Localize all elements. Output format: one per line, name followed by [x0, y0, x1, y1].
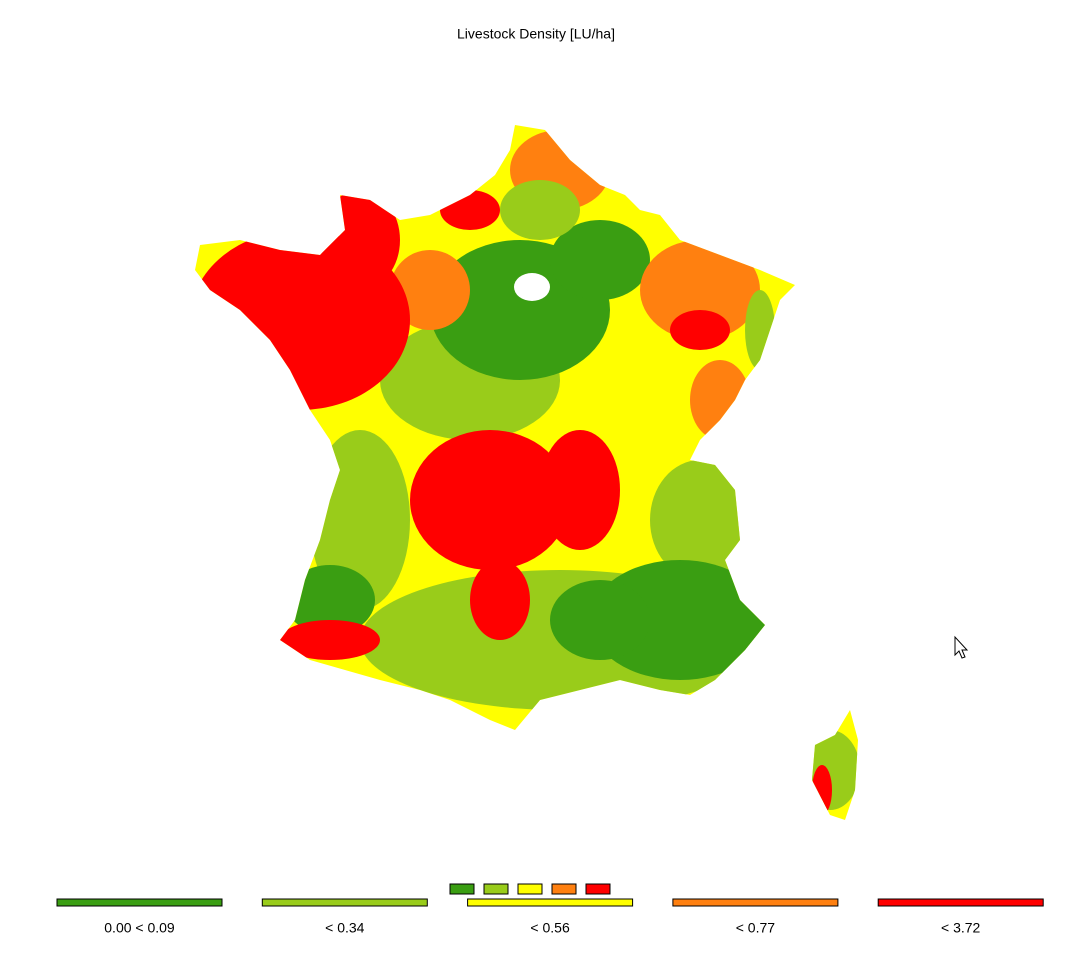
legend-label: < 0.77 [736, 920, 776, 936]
land-patch [280, 620, 380, 660]
legend: 0.00 < 0.09 < 0.34 < 0.56 < 0.77 < 3.72 [56, 883, 1044, 936]
mouse-cursor [954, 635, 969, 659]
legend-swatch [517, 883, 543, 895]
land-patch [410, 430, 570, 570]
legend-bar [56, 898, 223, 907]
map-title: Livestock Density [LU/ha] [457, 26, 615, 42]
land-patch [470, 560, 530, 640]
land-patch [590, 560, 770, 680]
land-patch [690, 360, 750, 440]
land-patch [640, 240, 760, 340]
land-patch [550, 220, 650, 300]
land-patch [390, 250, 470, 330]
land-patch [440, 190, 500, 230]
legend-bar [672, 898, 839, 907]
land-patch [670, 310, 730, 350]
legend-bar [261, 898, 428, 907]
legend-swatch [449, 883, 475, 895]
land-patch [285, 565, 375, 635]
legend-label: < 3.72 [941, 920, 981, 936]
land-patch [650, 460, 750, 580]
land-patch [540, 430, 620, 550]
land-patch [500, 180, 580, 240]
land-patch [812, 765, 832, 815]
land-patch [550, 580, 650, 660]
legend-swatch [585, 883, 611, 895]
legend-swatch [551, 883, 577, 895]
density-map [195, 125, 858, 820]
legend-label: < 0.34 [325, 920, 365, 936]
legend-swatch [483, 883, 509, 895]
legend-label: 0.00 < 0.09 [104, 920, 175, 936]
urban-area [514, 273, 550, 301]
legend-label: < 0.56 [530, 920, 570, 936]
legend-bar [467, 898, 634, 907]
land-patch [745, 290, 775, 370]
land-patch [320, 190, 400, 290]
legend-bar [877, 898, 1044, 907]
